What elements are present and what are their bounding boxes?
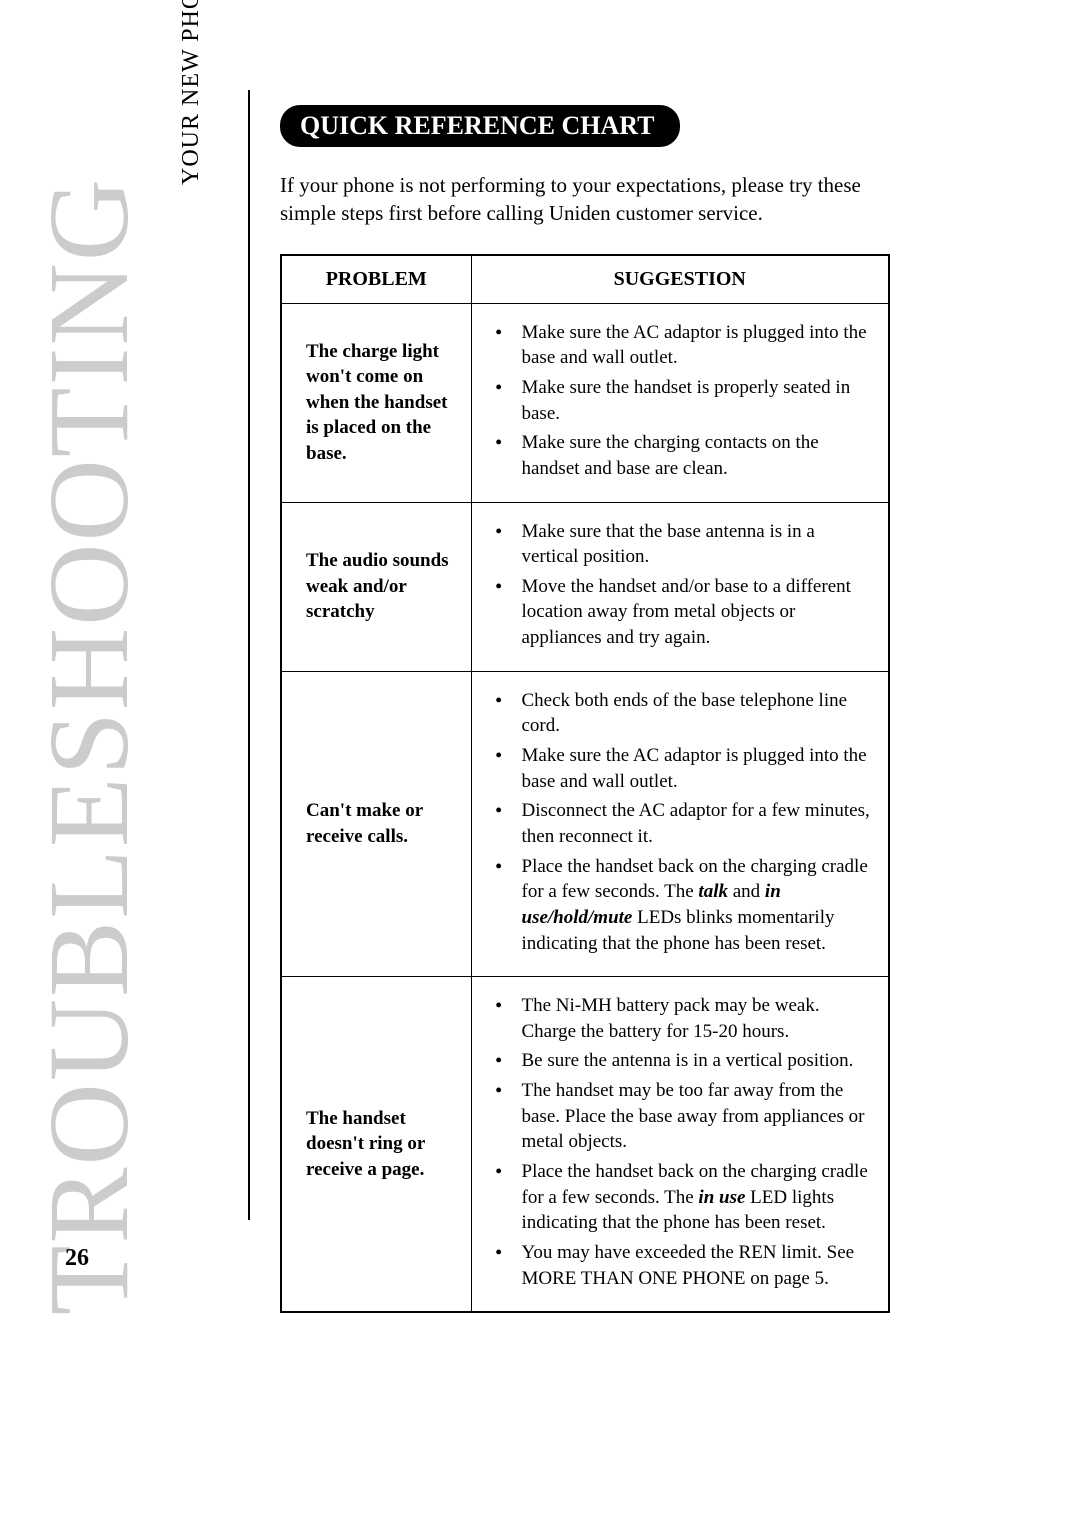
side-subtitle: YOUR NEW PHONE (178, 0, 205, 185)
problem-text: Can't make or receive calls. (296, 798, 457, 849)
suggestion-item: Make sure the AC adaptor is plugged into… (494, 743, 875, 794)
suggestion-item: Move the handset and/or base to a differ… (494, 574, 875, 651)
suggestion-cell: Make sure the AC adaptor is plugged into… (471, 303, 889, 502)
suggestion-item: Check both ends of the base telephone li… (494, 688, 875, 739)
suggestion-cell: The Ni-MH battery pack may be weak. Char… (471, 977, 889, 1313)
table-row: The charge light won't come on when the … (281, 303, 889, 502)
intro-text: If your phone is not performing to your … (280, 171, 890, 228)
suggestion-item: The Ni-MH battery pack may be weak. Char… (494, 993, 875, 1044)
page-number: 26 (65, 1245, 89, 1272)
problem-header: PROBLEM (281, 255, 471, 304)
suggestion-item: Make sure the AC adaptor is plugged into… (494, 320, 875, 371)
suggestion-list: Check both ends of the base telephone li… (486, 688, 875, 956)
table-row: The handset doesn't ring or receive a pa… (281, 977, 889, 1313)
problem-cell: Can't make or receive calls. (281, 671, 471, 976)
suggestion-list: Make sure that the base antenna is in a … (486, 519, 875, 651)
suggestion-item: You may have exceeded the REN limit. See… (494, 1240, 875, 1291)
problem-cell: The audio sounds weak and/or scratchy (281, 502, 471, 671)
suggestion-list: Make sure the AC adaptor is plugged into… (486, 320, 875, 482)
problem-text: The audio sounds weak and/or scratchy (296, 548, 457, 625)
suggestion-item: Disconnect the AC adaptor for a few minu… (494, 798, 875, 849)
suggestion-item: Make sure that the base antenna is in a … (494, 519, 875, 570)
divider-line (248, 90, 250, 1220)
troubleshooting-table: PROBLEM SUGGESTION The charge light won'… (280, 254, 890, 1314)
problem-cell: The handset doesn't ring or receive a pa… (281, 977, 471, 1313)
section-heading: QUICK REFERENCE CHART (280, 105, 680, 147)
suggestion-list: The Ni-MH battery pack may be weak. Char… (486, 993, 875, 1291)
suggestion-cell: Check both ends of the base telephone li… (471, 671, 889, 976)
suggestion-item: Place the handset back on the charging c… (494, 854, 875, 957)
table-header-row: PROBLEM SUGGESTION (281, 255, 889, 304)
table-row: Can't make or receive calls. Check both e… (281, 671, 889, 976)
suggestion-item: The handset may be too far away from the… (494, 1078, 875, 1155)
suggestion-item: Be sure the antenna is in a vertical pos… (494, 1048, 875, 1074)
table-row: The audio sounds weak and/or scratchy Mak… (281, 502, 889, 671)
suggestion-item: Make sure the charging contacts on the h… (494, 430, 875, 481)
problem-cell: The charge light won't come on when the … (281, 303, 471, 502)
side-title: TROUBLESHOOTING (23, 177, 155, 1315)
suggestion-cell: Make sure that the base antenna is in a … (471, 502, 889, 671)
suggestion-item: Place the handset back on the charging c… (494, 1159, 875, 1236)
suggestion-header: SUGGESTION (471, 255, 889, 304)
problem-text: The handset doesn't ring or receive a pa… (296, 1106, 457, 1183)
problem-text: The charge light won't come on when the … (296, 339, 457, 467)
content-area: QUICK REFERENCE CHART If your phone is n… (280, 105, 890, 1313)
suggestion-item: Make sure the handset is properly seated… (494, 375, 875, 426)
